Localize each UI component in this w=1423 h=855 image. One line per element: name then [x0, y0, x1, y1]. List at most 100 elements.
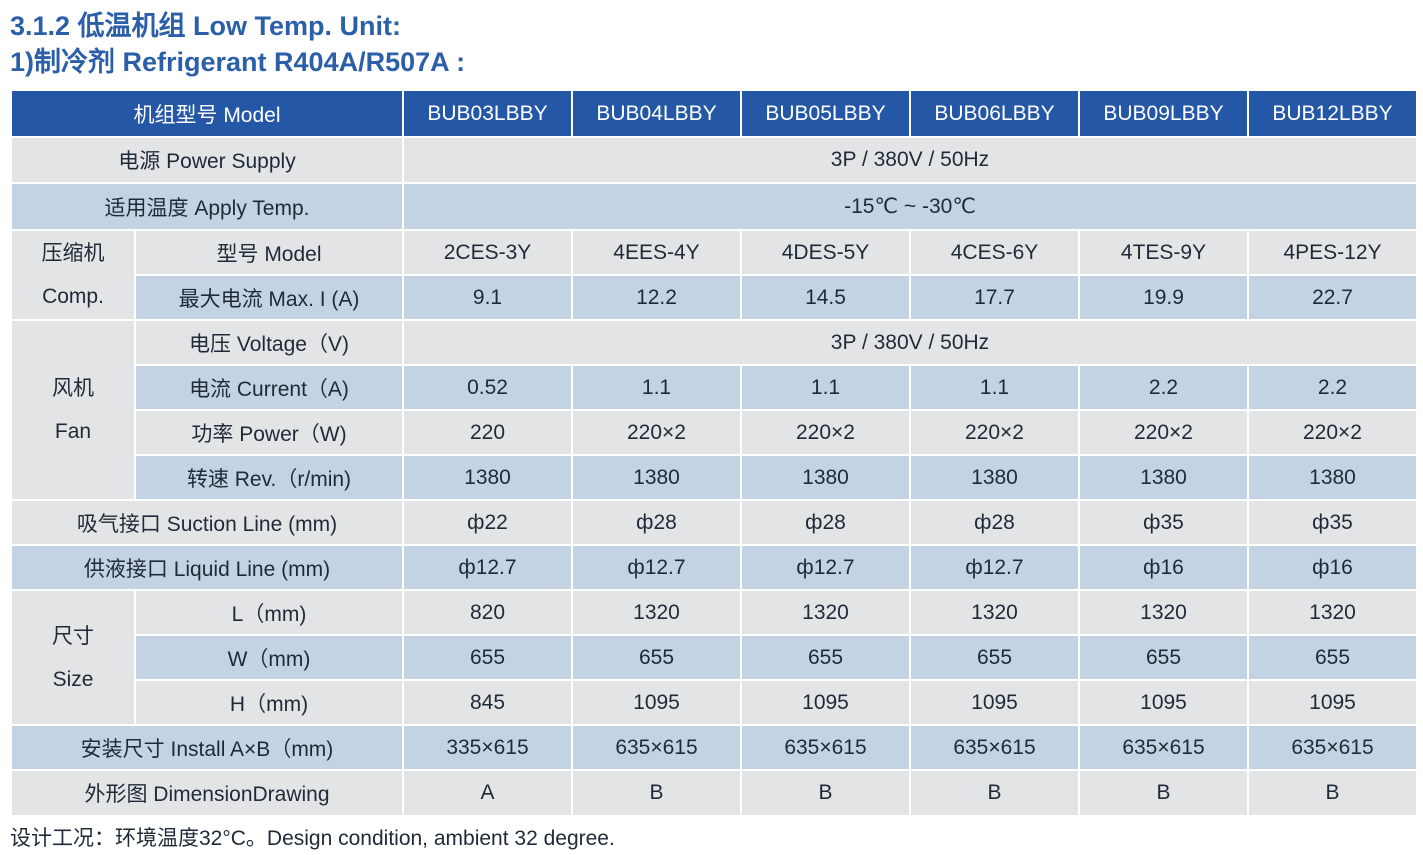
- table-cell: 2.2: [1078, 364, 1249, 411]
- fan-current-row: 电流 Current（A) 0.52 1.1 1.1 1.1 2.2 2.2: [11, 364, 1418, 411]
- refrigerant-subtitle: 1)制冷剂 Refrigerant R404A/R507A :: [10, 47, 466, 77]
- row-label: L（mm): [134, 589, 404, 636]
- table-cell: 1320: [1078, 589, 1249, 636]
- table-cell: 1095: [571, 679, 742, 726]
- suction-line-row: 吸气接口 Suction Line (mm) ф22 ф28 ф28 ф28 ф…: [10, 499, 1418, 546]
- row-label: H（mm): [134, 679, 404, 726]
- power-supply-row: 电源 Power Supply 3P / 380V / 50Hz: [10, 136, 1418, 184]
- table-cell: 22.7: [1247, 274, 1418, 321]
- table-cell: 845: [402, 679, 573, 726]
- table-cell: B: [909, 769, 1080, 817]
- size-group-label: 尺寸 Size: [10, 589, 136, 726]
- table-cell: 220×2: [909, 409, 1080, 456]
- size-length-row: 尺寸 Size L（mm) 820 1320 1320 1320 1320 13…: [10, 589, 1418, 726]
- comp-group-label: 压缩机 Comp.: [10, 229, 136, 321]
- table-cell: 220: [402, 409, 573, 456]
- group-label-cn: 风机: [52, 377, 94, 400]
- row-label: 转速 Rev.（r/min): [134, 454, 404, 501]
- table-cell: ф12.7: [740, 544, 911, 591]
- size-width-row: W（mm) 655 655 655 655 655 655: [11, 634, 1418, 681]
- row-label: 型号 Model: [134, 229, 404, 276]
- table-cell: 9.1: [402, 274, 573, 321]
- table-cell: 1380: [571, 454, 742, 501]
- table-cell: 220×2: [740, 409, 911, 456]
- group-label-en: Fan: [54, 420, 92, 443]
- header-row: 机组型号 Model BUB03LBBY BUB04LBBY BUB05LBBY…: [10, 89, 1418, 138]
- table-cell: 1.1: [740, 364, 911, 411]
- table-cell: B: [1247, 769, 1418, 817]
- row-label: 电源 Power Supply: [10, 136, 404, 184]
- dimension-drawing-row: 外形图 DimensionDrawing A B B B B B: [10, 769, 1418, 817]
- table-cell: 1380: [1247, 454, 1418, 501]
- table-cell: 655: [1247, 634, 1418, 681]
- table-cell: 635×615: [571, 724, 742, 771]
- table-cell: 4TES-9Y: [1078, 229, 1249, 276]
- table-cell: 1.1: [909, 364, 1080, 411]
- size-height-row: H（mm) 845 1095 1095 1095 1095 1095: [11, 679, 1418, 726]
- table-cell: 655: [402, 634, 573, 681]
- row-value: 3P / 380V / 50Hz: [402, 136, 1418, 184]
- table-cell: ф16: [1247, 544, 1418, 591]
- design-condition-note: 设计工况：环境温度32°C。Design condition, ambient …: [10, 827, 615, 850]
- table-cell: 635×615: [1078, 724, 1249, 771]
- liquid-line-row: 供液接口 Liquid Line (mm) ф12.7 ф12.7 ф12.7 …: [10, 544, 1418, 591]
- row-label: 安装尺寸 Install A×B（mm): [10, 724, 404, 771]
- row-label: 外形图 DimensionDrawing: [10, 769, 404, 817]
- table-cell: ф12.7: [402, 544, 573, 591]
- table-cell: 1380: [402, 454, 573, 501]
- table-cell: 820: [402, 589, 573, 636]
- group-label-cn: 尺寸: [52, 624, 94, 648]
- fan-voltage-row: 风机 Fan 电压 Voltage（V) 3P / 380V / 50Hz: [10, 319, 1418, 501]
- table-cell: 4PES-12Y: [1247, 229, 1418, 276]
- section-title: 3.1.2 低温机组 Low Temp. Unit:: [10, 11, 402, 41]
- table-cell: B: [1078, 769, 1249, 817]
- table-cell: 635×615: [740, 724, 911, 771]
- model-header-cell: BUB03LBBY: [402, 89, 573, 138]
- table-cell: ф35: [1078, 499, 1249, 546]
- row-label: 吸气接口 Suction Line (mm): [10, 499, 404, 546]
- fan-power-row: 功率 Power（W) 220 220×2 220×2 220×2 220×2 …: [11, 409, 1418, 456]
- table-cell: ф22: [402, 499, 573, 546]
- model-header-cell: BUB12LBBY: [1247, 89, 1418, 138]
- table-cell: 2.2: [1247, 364, 1418, 411]
- table-cell: 635×615: [909, 724, 1080, 771]
- table-cell: 4DES-5Y: [740, 229, 911, 276]
- table-cell: 1095: [740, 679, 911, 726]
- table-cell: 1.1: [571, 364, 742, 411]
- table-cell: ф35: [1247, 499, 1418, 546]
- table-cell: 1095: [909, 679, 1080, 726]
- table-cell: 1320: [571, 589, 742, 636]
- model-header-cell: BUB04LBBY: [571, 89, 742, 138]
- table-cell: ф16: [1078, 544, 1249, 591]
- table-cell: B: [571, 769, 742, 817]
- comp-model-row: 压缩机 Comp. 型号 Model 2CES-3Y 4EES-4Y 4DES-…: [10, 229, 1418, 321]
- model-header-cell: BUB09LBBY: [1078, 89, 1249, 138]
- row-label: 最大电流 Max. I (A): [134, 274, 404, 321]
- row-value: -15℃ ~ -30℃: [402, 182, 1418, 231]
- row-label: 功率 Power（W): [134, 409, 404, 456]
- table-cell: ф28: [571, 499, 742, 546]
- model-header-cell: BUB05LBBY: [740, 89, 911, 138]
- row-label: W（mm): [134, 634, 404, 681]
- table-cell: 0.52: [402, 364, 573, 411]
- model-header-label: 机组型号 Model: [10, 89, 404, 138]
- table-cell: ф12.7: [909, 544, 1080, 591]
- table-cell: 1380: [909, 454, 1080, 501]
- table-cell: 1095: [1078, 679, 1249, 726]
- table-cell: 1380: [740, 454, 911, 501]
- row-value: 3P / 380V / 50Hz: [402, 319, 1418, 366]
- table-cell: 655: [571, 634, 742, 681]
- table-cell: 655: [909, 634, 1080, 681]
- group-label-en: Comp.: [42, 285, 104, 308]
- table-cell: A: [402, 769, 573, 817]
- comp-max-current-row: 最大电流 Max. I (A) 9.1 12.2 14.5 17.7 19.9 …: [11, 274, 1418, 321]
- apply-temp-row: 适用温度 Apply Temp. -15℃ ~ -30℃: [10, 182, 1418, 231]
- table-cell: 2CES-3Y: [402, 229, 573, 276]
- row-label: 适用温度 Apply Temp.: [10, 182, 404, 231]
- group-label-en: Size: [52, 667, 94, 691]
- table-cell: 1320: [909, 589, 1080, 636]
- table-cell: 14.5: [740, 274, 911, 321]
- table-cell: 655: [1078, 634, 1249, 681]
- row-label: 供液接口 Liquid Line (mm): [10, 544, 404, 591]
- table-cell: 220×2: [571, 409, 742, 456]
